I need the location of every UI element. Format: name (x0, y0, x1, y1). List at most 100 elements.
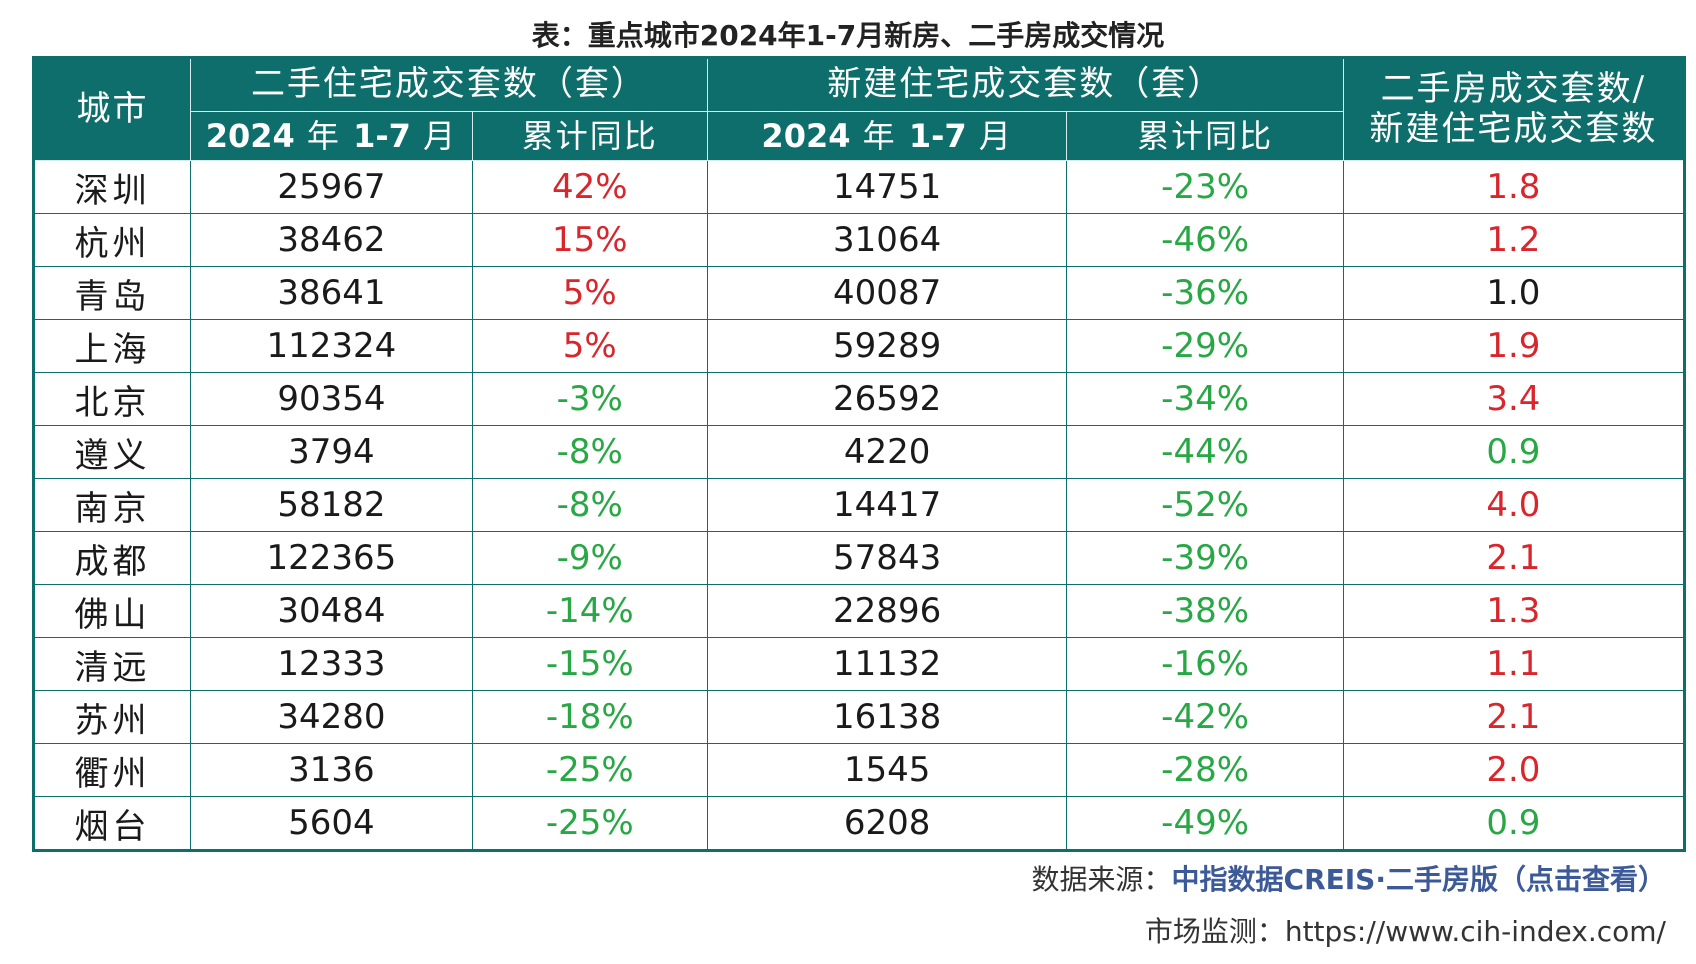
header-new-yoy: 累计同比 (1066, 111, 1344, 161)
table-row: 北京 90354 -3% 26592 -34% 3.4 (32, 372, 1686, 426)
city-cell: 成都 (32, 531, 192, 585)
table-title: 表：重点城市2024年1-7月新房、二手房成交情况 (531, 19, 1165, 52)
city-cell: 北京 (32, 372, 192, 426)
second-hand-yoy-cell: -8% (471, 478, 708, 532)
new-count-cell: 6208 (706, 796, 1068, 851)
new-count-cell: 11132 (706, 637, 1068, 691)
second-hand-yoy-cell: 5% (471, 266, 708, 320)
ratio-cell: 1.8 (1342, 160, 1686, 214)
new-yoy-cell: -49% (1066, 796, 1344, 851)
new-yoy-cell: -34% (1066, 372, 1344, 426)
table-row: 衢州 3136 -25% 1545 -28% 2.0 (32, 743, 1686, 797)
table-row: 苏州 34280 -18% 16138 -42% 2.1 (32, 690, 1686, 744)
table-body: 深圳 25967 42% 14751 -23% 1.8 杭州 38462 15% 31064 -46… (32, 160, 1686, 851)
second-hand-yoy-cell: -25% (471, 796, 708, 851)
header-ratio-line2: 新建住宅成交套数 (1369, 108, 1658, 149)
ratio-cell: 4.0 (1342, 478, 1686, 532)
table-row: 成都 122365 -9% 57843 -39% 2.1 (32, 531, 1686, 585)
city-cell: 佛山 (32, 584, 192, 638)
second-hand-count-cell: 112324 (190, 319, 473, 373)
second-hand-yoy-cell: -9% (471, 531, 708, 585)
new-count-cell: 14417 (706, 478, 1068, 532)
header-ratio: 二手房成交套数/ 新建住宅成交套数 (1342, 57, 1686, 161)
ratio-cell: 2.0 (1342, 743, 1686, 797)
second-hand-count-cell: 12333 (190, 637, 473, 691)
ratio-cell: 1.0 (1342, 266, 1686, 320)
second-hand-count-cell: 30484 (190, 584, 473, 638)
new-count-cell: 22896 (706, 584, 1068, 638)
data-source: 数据来源：中指数据CREIS·二手房版（点击查看） (1032, 858, 1666, 898)
table-row: 杭州 38462 15% 31064 -46% 1.2 (32, 213, 1686, 267)
ratio-cell: 2.1 (1342, 690, 1686, 744)
new-count-cell: 59289 (706, 319, 1068, 373)
new-yoy-cell: -36% (1066, 266, 1344, 320)
new-yoy-cell: -29% (1066, 319, 1344, 373)
second-hand-count-cell: 5604 (190, 796, 473, 851)
new-count-cell: 57843 (706, 531, 1068, 585)
new-yoy-cell: -52% (1066, 478, 1344, 532)
header-city: 城市 (32, 57, 192, 161)
city-cell: 苏州 (32, 690, 192, 744)
new-yoy-cell: -38% (1066, 584, 1344, 638)
source-link[interactable]: 中指数据CREIS·二手房版（点击查看） (1171, 863, 1666, 896)
table-row: 遵义 3794 -8% 4220 -44% 0.9 (32, 425, 1686, 479)
second-hand-count-cell: 3136 (190, 743, 473, 797)
source-label: 数据来源： (1031, 863, 1172, 896)
table-row: 上海 112324 5% 59289 -29% 1.9 (32, 319, 1686, 373)
second-hand-count-cell: 3794 (190, 425, 473, 479)
ratio-cell: 0.9 (1342, 796, 1686, 851)
second-hand-count-cell: 58182 (190, 478, 473, 532)
header-ratio-line1: 二手房成交套数/ (1380, 69, 1647, 110)
table-row: 烟台 5604 -25% 6208 -49% 0.9 (32, 796, 1686, 851)
table-row: 深圳 25967 42% 14751 -23% 1.8 (32, 160, 1686, 214)
ratio-cell: 1.1 (1342, 637, 1686, 691)
second-hand-count-cell: 34280 (190, 690, 473, 744)
second-hand-yoy-cell: 42% (471, 160, 708, 214)
header-new-group: 新建住宅成交套数（套） (706, 57, 1344, 112)
table-row: 清远 12333 -15% 11132 -16% 1.1 (32, 637, 1686, 691)
table-row: 佛山 30484 -14% 22896 -38% 1.3 (32, 584, 1686, 638)
city-cell: 南京 (32, 478, 192, 532)
new-yoy-cell: -39% (1066, 531, 1344, 585)
second-hand-yoy-cell: -3% (471, 372, 708, 426)
city-cell: 烟台 (32, 796, 192, 851)
new-yoy-cell: -42% (1066, 690, 1344, 744)
second-hand-count-cell: 90354 (190, 372, 473, 426)
header-sh-period: 2024 年 1-7 月 (190, 111, 473, 161)
ratio-cell: 1.2 (1342, 213, 1686, 267)
market-monitor: 市场监测：https://www.cih-index.com/ (1145, 910, 1666, 950)
table-row: 南京 58182 -8% 14417 -52% 4.0 (32, 478, 1686, 532)
second-hand-yoy-cell: 15% (471, 213, 708, 267)
new-yoy-cell: -23% (1066, 160, 1344, 214)
new-count-cell: 16138 (706, 690, 1068, 744)
new-yoy-cell: -16% (1066, 637, 1344, 691)
ratio-cell: 0.9 (1342, 425, 1686, 479)
second-hand-yoy-cell: -25% (471, 743, 708, 797)
new-count-cell: 26592 (706, 372, 1068, 426)
second-hand-yoy-cell: -18% (471, 690, 708, 744)
header-sh-yoy: 累计同比 (471, 111, 708, 161)
table-row: 青岛 38641 5% 40087 -36% 1.0 (32, 266, 1686, 320)
new-yoy-cell: -46% (1066, 213, 1344, 267)
second-hand-count-cell: 122365 (190, 531, 473, 585)
new-count-cell: 40087 (706, 266, 1068, 320)
city-cell: 上海 (32, 319, 192, 373)
header-second-hand-group: 二手住宅成交套数（套） (190, 57, 708, 112)
city-cell: 清远 (32, 637, 192, 691)
ratio-cell: 3.4 (1342, 372, 1686, 426)
second-hand-yoy-cell: -14% (471, 584, 708, 638)
new-count-cell: 14751 (706, 160, 1068, 214)
new-yoy-cell: -44% (1066, 425, 1344, 479)
monitor-url[interactable]: https://www.cih-index.com/ (1284, 915, 1666, 948)
second-hand-count-cell: 38641 (190, 266, 473, 320)
header-new-period: 2024 年 1-7 月 (706, 111, 1068, 161)
ratio-cell: 2.1 (1342, 531, 1686, 585)
city-cell: 杭州 (32, 213, 192, 267)
ratio-cell: 1.3 (1342, 584, 1686, 638)
second-hand-yoy-cell: -8% (471, 425, 708, 479)
new-count-cell: 31064 (706, 213, 1068, 267)
city-transactions-table: 城市 二手住宅成交套数（套） 新建住宅成交套数（套） 二手房成交套数/ 新建住宅… (32, 56, 1686, 852)
city-cell: 遵义 (32, 425, 192, 479)
second-hand-yoy-cell: -15% (471, 637, 708, 691)
monitor-label: 市场监测： (1144, 915, 1285, 948)
